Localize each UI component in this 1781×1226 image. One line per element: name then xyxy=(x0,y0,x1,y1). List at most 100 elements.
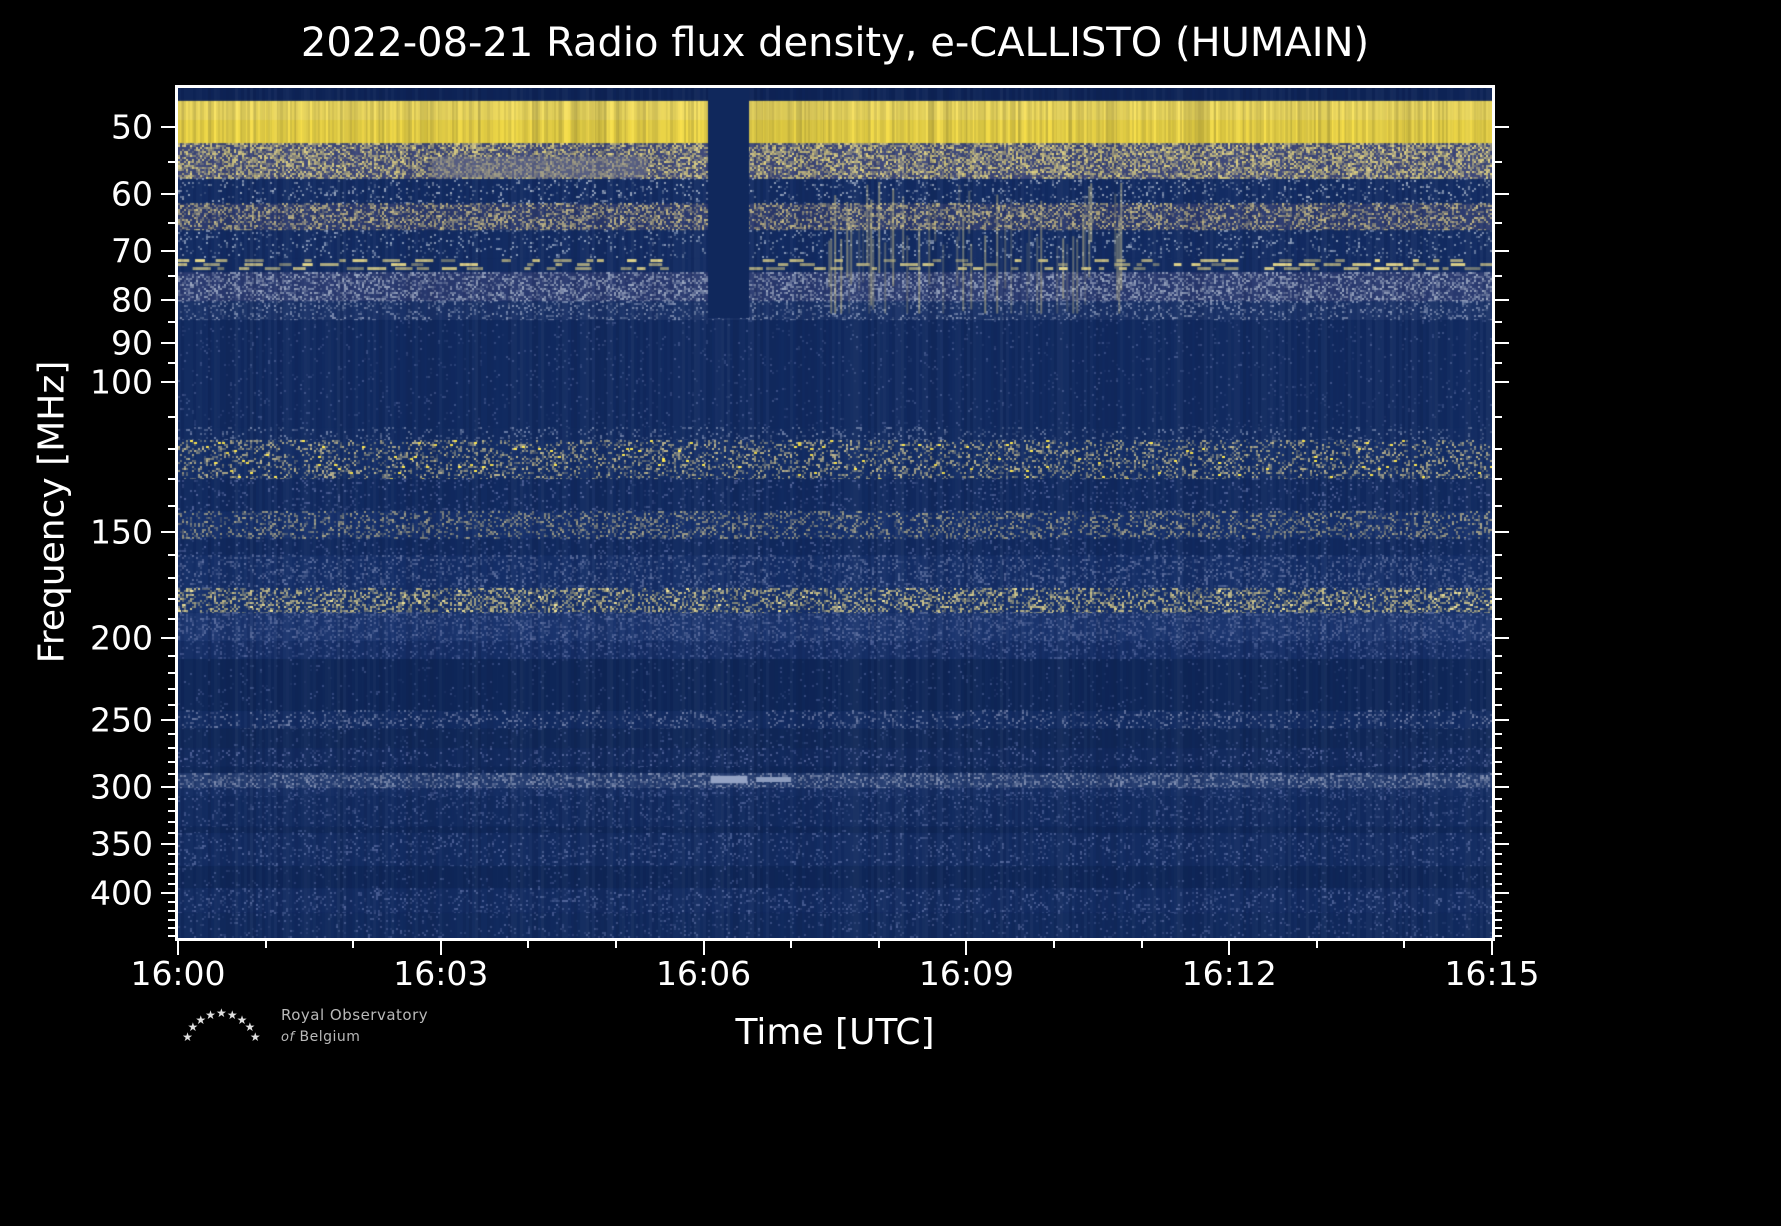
star-icon: ★ xyxy=(205,1007,216,1022)
y-major-tick xyxy=(161,842,175,845)
y-major-tick-right xyxy=(1495,530,1509,533)
y-minor-tick-right xyxy=(1495,703,1502,706)
y-minor-tick xyxy=(168,671,175,674)
y-major-tick-right xyxy=(1495,342,1509,345)
y-tick-label: 300 xyxy=(90,767,153,807)
y-minor-tick-right xyxy=(1495,416,1502,419)
y-minor-tick-right xyxy=(1495,821,1502,824)
y-minor-tick xyxy=(168,935,175,938)
star-icon: ★ xyxy=(187,1020,199,1035)
y-minor-tick-right xyxy=(1495,901,1502,904)
y-minor-tick xyxy=(168,275,175,278)
logo-line2: of Belgium xyxy=(281,1029,428,1045)
x-major-tick xyxy=(965,941,968,955)
y-major-tick-right xyxy=(1495,785,1509,788)
y-minor-tick xyxy=(168,927,175,930)
chart-title: 2022-08-21 Radio flux density, e-CALLIST… xyxy=(300,20,1370,66)
x-minor-tick xyxy=(264,941,267,948)
y-major-tick xyxy=(161,636,175,639)
x-axis-label: Time [UTC] xyxy=(735,1012,935,1053)
y-minor-tick xyxy=(168,416,175,419)
y-major-tick-right xyxy=(1495,636,1509,639)
y-minor-tick-right xyxy=(1495,160,1502,163)
x-tick-label: 16:06 xyxy=(656,954,752,993)
y-major-tick-right xyxy=(1495,298,1509,301)
y-minor-tick xyxy=(168,222,175,225)
y-major-tick xyxy=(161,718,175,721)
y-major-tick-right xyxy=(1495,718,1509,721)
y-minor-tick-right xyxy=(1495,873,1502,876)
y-minor-tick-right xyxy=(1495,809,1502,812)
y-minor-tick-right xyxy=(1495,760,1502,763)
y-minor-tick-right xyxy=(1495,733,1502,736)
y-minor-tick xyxy=(168,918,175,921)
y-minor-tick xyxy=(168,554,175,557)
y-major-tick xyxy=(161,125,175,128)
y-major-tick-right xyxy=(1495,891,1509,894)
y-minor-tick-right xyxy=(1495,853,1502,856)
y-minor-tick xyxy=(168,863,175,866)
y-tick-label: 70 xyxy=(111,231,153,271)
y-minor-tick-right xyxy=(1495,747,1502,750)
x-minor-tick xyxy=(790,941,793,948)
y-minor-tick xyxy=(168,688,175,691)
y-minor-tick xyxy=(168,477,175,480)
y-tick-label: 100 xyxy=(90,362,153,402)
x-minor-tick xyxy=(1140,941,1143,948)
y-major-tick xyxy=(161,530,175,533)
y-minor-tick-right xyxy=(1495,918,1502,921)
y-minor-tick-right xyxy=(1495,863,1502,866)
y-major-tick xyxy=(161,192,175,195)
y-minor-tick xyxy=(168,703,175,706)
y-minor-tick xyxy=(168,853,175,856)
y-minor-tick xyxy=(168,901,175,904)
star-icon: ★ xyxy=(236,1012,248,1027)
y-minor-tick-right xyxy=(1495,448,1502,451)
y-minor-tick xyxy=(168,773,175,776)
x-tick-label: 16:15 xyxy=(1444,954,1540,993)
y-tick-label: 50 xyxy=(111,107,153,147)
y-minor-tick-right xyxy=(1495,576,1502,579)
x-minor-tick xyxy=(527,941,530,948)
y-minor-tick xyxy=(168,321,175,324)
logo-belgium: Belgium xyxy=(299,1029,361,1045)
y-minor-tick xyxy=(168,160,175,163)
x-major-tick xyxy=(1228,941,1231,955)
y-minor-tick xyxy=(168,505,175,508)
y-minor-tick-right xyxy=(1495,935,1502,938)
y-minor-tick xyxy=(168,873,175,876)
spectrogram-canvas xyxy=(178,88,1492,938)
x-major-tick xyxy=(177,941,179,955)
y-minor-tick xyxy=(168,733,175,736)
star-icon: ★ xyxy=(182,1029,193,1044)
y-major-tick-right xyxy=(1495,249,1509,252)
y-minor-tick xyxy=(168,747,175,750)
plot-area xyxy=(175,85,1495,941)
y-major-tick xyxy=(161,298,175,301)
y-minor-tick xyxy=(168,654,175,657)
y-tick-label: 80 xyxy=(111,280,153,320)
y-minor-tick-right xyxy=(1495,554,1502,557)
x-tick-label: 16:00 xyxy=(130,954,226,993)
y-major-tick xyxy=(161,249,175,252)
y-major-tick xyxy=(161,891,175,894)
y-minor-tick-right xyxy=(1495,597,1502,600)
y-tick-label: 400 xyxy=(90,873,153,913)
y-minor-tick-right xyxy=(1495,882,1502,885)
logo-line1: Royal Observatory xyxy=(281,1006,429,1024)
x-major-tick xyxy=(702,941,705,955)
x-tick-label: 16:03 xyxy=(393,954,489,993)
y-minor-tick xyxy=(168,809,175,812)
y-major-tick-right xyxy=(1495,192,1509,195)
y-minor-tick xyxy=(168,821,175,824)
y-minor-tick-right xyxy=(1495,477,1502,480)
y-minor-tick xyxy=(168,448,175,451)
y-major-tick xyxy=(161,342,175,345)
x-tick-label: 16:09 xyxy=(918,954,1014,993)
y-minor-tick-right xyxy=(1495,505,1502,508)
x-minor-tick xyxy=(877,941,880,948)
y-minor-tick-right xyxy=(1495,617,1502,620)
logo-text: Royal Observatory of Belgium xyxy=(281,1006,428,1045)
y-minor-tick-right xyxy=(1495,773,1502,776)
